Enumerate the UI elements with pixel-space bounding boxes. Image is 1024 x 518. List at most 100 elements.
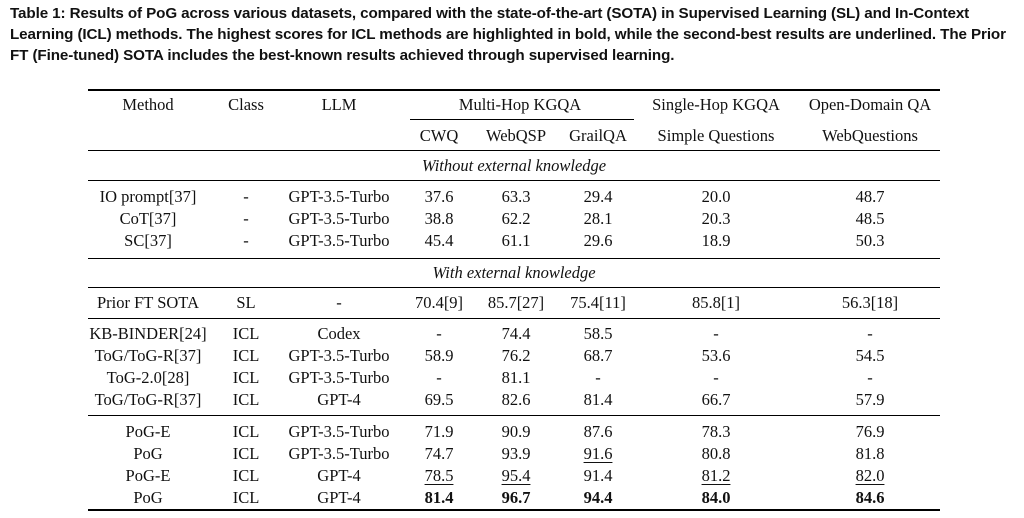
cell-simple: 84.0 <box>701 488 731 507</box>
header-simple: Simple Questions <box>657 126 775 145</box>
cell-webq: 48.7 <box>855 187 885 206</box>
section-rule-1 <box>88 180 940 181</box>
pog-rule <box>88 415 940 416</box>
cell-method: ToG/ToG-R[37] <box>94 390 202 409</box>
cell-webqsp: 81.1 <box>501 368 531 387</box>
cell-webqsp: 61.1 <box>501 231 531 250</box>
cell-class: ICL <box>232 444 260 463</box>
section-with: With external knowledge <box>432 263 596 282</box>
table-caption: Table 1: Results of PoG across various d… <box>10 5 1006 64</box>
cell-webq: 81.8 <box>855 444 885 463</box>
cell-webqsp: 95.4 <box>501 466 531 485</box>
cell-method: SC[37] <box>124 231 172 250</box>
cell-grailqa: 94.4 <box>583 488 613 507</box>
sota-rule <box>88 318 940 319</box>
cell-webq: 84.6 <box>855 488 885 507</box>
cell-llm: GPT-3.5-Turbo <box>288 346 390 365</box>
cell-llm: - <box>336 293 342 312</box>
cell-webqsp: 93.9 <box>501 444 531 463</box>
cell-method: ToG-2.0[28] <box>106 368 190 387</box>
cell-simple: 20.0 <box>701 187 731 206</box>
header-llm: LLM <box>321 95 357 114</box>
cell-class: ICL <box>232 466 260 485</box>
cell-llm: Codex <box>317 324 361 343</box>
cell-method: KB-BINDER[24] <box>89 324 207 343</box>
cell-simple: - <box>713 368 719 387</box>
cell-simple: 18.9 <box>701 231 731 250</box>
cell-simple: 85.8[1] <box>691 293 741 312</box>
cell-method: Prior FT SOTA <box>97 293 199 312</box>
cell-webqsp: 82.6 <box>501 390 531 409</box>
cell-webqsp: 63.3 <box>501 187 531 206</box>
cell-cwq: 71.9 <box>424 422 454 441</box>
cell-llm: GPT-3.5-Turbo <box>288 444 390 463</box>
multihop-underline <box>410 119 634 120</box>
cell-simple: 66.7 <box>701 390 731 409</box>
cell-llm: GPT-3.5-Turbo <box>288 422 390 441</box>
cell-class: SL <box>236 293 256 312</box>
cell-llm: GPT-3.5-Turbo <box>288 187 390 206</box>
cell-class: ICL <box>232 488 260 507</box>
cell-cwq: 37.6 <box>424 187 454 206</box>
cell-simple: 80.8 <box>701 444 731 463</box>
cell-method: CoT[37] <box>119 209 177 228</box>
cell-webq: 57.9 <box>855 390 885 409</box>
cell-webqsp: 76.2 <box>501 346 531 365</box>
top-rule <box>88 89 940 91</box>
header-cwq: CWQ <box>419 126 459 145</box>
cell-llm: GPT-3.5-Turbo <box>288 209 390 228</box>
cell-simple: 81.2 <box>701 466 731 485</box>
cell-grailqa: 91.6 <box>583 444 613 463</box>
cell-grailqa: 58.5 <box>583 324 613 343</box>
bottom-rule <box>88 509 940 511</box>
cell-grailqa: 75.4[11] <box>570 293 626 312</box>
cell-class: - <box>243 231 249 250</box>
cell-method: PoG-E <box>125 422 171 441</box>
cell-class: ICL <box>232 346 260 365</box>
cell-cwq: 38.8 <box>424 209 454 228</box>
cell-grailqa: 29.6 <box>583 231 613 250</box>
cell-llm: GPT-3.5-Turbo <box>288 368 390 387</box>
cell-simple: - <box>713 324 719 343</box>
cell-webqsp: 62.2 <box>501 209 531 228</box>
cell-method: PoG-E <box>125 466 171 485</box>
cell-webq: - <box>867 324 873 343</box>
cell-cwq: 58.9 <box>424 346 454 365</box>
cell-webq: 54.5 <box>855 346 885 365</box>
cell-method: PoG <box>133 444 163 463</box>
cell-llm: GPT-4 <box>317 488 361 507</box>
cell-cwq: - <box>436 324 442 343</box>
cell-grailqa: - <box>595 368 601 387</box>
cell-webq: 50.3 <box>855 231 885 250</box>
cell-cwq: 70.4[9] <box>414 293 464 312</box>
cell-grailqa: 29.4 <box>583 187 613 206</box>
cell-webq: 56.3[18] <box>841 293 899 312</box>
cell-cwq: 45.4 <box>424 231 454 250</box>
cell-webq: - <box>867 368 873 387</box>
header-opendomain: Open-Domain QA <box>808 95 932 114</box>
cell-webqsp: 96.7 <box>501 488 531 507</box>
cell-grailqa: 87.6 <box>583 422 613 441</box>
cell-llm: GPT-3.5-Turbo <box>288 231 390 250</box>
cell-webq: 82.0 <box>855 466 885 485</box>
cell-llm: GPT-4 <box>317 466 361 485</box>
section-rule-2 <box>88 287 940 288</box>
cell-simple: 53.6 <box>701 346 731 365</box>
cell-cwq: 74.7 <box>424 444 454 463</box>
header-webquestions: WebQuestions <box>822 126 918 145</box>
cell-grailqa: 91.4 <box>583 466 613 485</box>
cell-class: - <box>243 209 249 228</box>
cell-cwq: - <box>436 368 442 387</box>
header-method: Method <box>122 95 174 114</box>
cell-method: PoG <box>133 488 163 507</box>
cell-cwq: 78.5 <box>424 466 454 485</box>
cell-class: ICL <box>232 368 260 387</box>
cell-class: ICL <box>232 324 260 343</box>
cell-webq: 48.5 <box>855 209 885 228</box>
header-singlehop: Single-Hop KGQA <box>652 95 780 114</box>
section-divider <box>88 258 940 259</box>
cell-grailqa: 68.7 <box>583 346 613 365</box>
cell-simple: 20.3 <box>701 209 731 228</box>
header-webqsp: WebQSP <box>485 126 547 145</box>
cell-method: ToG/ToG-R[37] <box>94 346 202 365</box>
